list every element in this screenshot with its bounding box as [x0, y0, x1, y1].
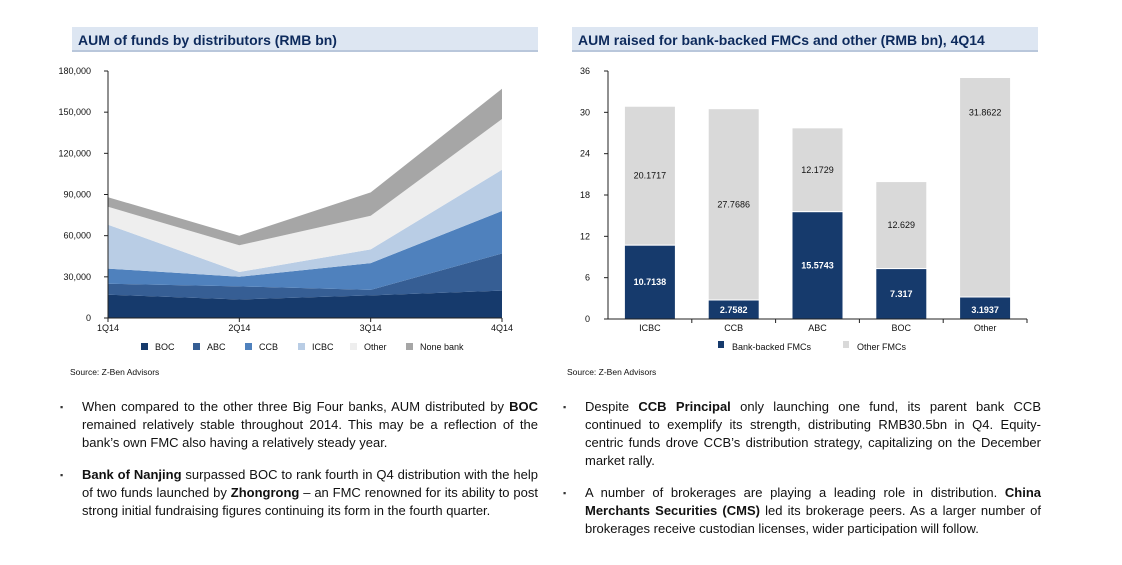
bullet-text: Despite	[585, 399, 639, 414]
commentary-bullet: Bank of Nanjing surpassed BOC to rank fo…	[60, 466, 538, 520]
x-tick-label: 2Q14	[228, 323, 250, 333]
area-series-boc	[108, 290, 502, 318]
bar-other-fmcs	[707, 108, 760, 301]
bullet-text: only launching one fund, its parent bank…	[585, 399, 1041, 468]
x-tick-label: ABC	[808, 323, 827, 333]
y-tick-label: 12	[580, 231, 590, 241]
area-series-none-bank	[108, 88, 502, 246]
legend-swatch-icbc	[298, 343, 305, 350]
x-tick-label: BOC	[892, 323, 912, 333]
bold-emphasis: China Merchants Securities (CMS)	[585, 485, 1041, 518]
legend-label-icbc: ICBC	[312, 342, 334, 352]
legend-swatch-other-fmcs	[843, 341, 849, 348]
data-label-other-fmcs: 27.7686	[717, 199, 750, 209]
data-label-bank-backed-fmcs: 7.317	[890, 289, 913, 299]
y-tick-label: 0	[86, 313, 91, 323]
bar-other-fmcs	[875, 181, 928, 270]
bold-emphasis: Bank of Nanjing	[82, 467, 182, 482]
bullet-text: remained relatively stable throughout 20…	[82, 417, 538, 450]
legend-swatch-boc	[141, 343, 148, 350]
y-tick-label: 30	[580, 107, 590, 117]
legend-swatch-ccb	[245, 343, 252, 350]
legend-label-boc: BOC	[155, 342, 175, 352]
legend-swatch-bank-backed-fmcs	[718, 341, 724, 348]
y-tick-label: 36	[580, 66, 590, 76]
y-tick-label: 6	[585, 273, 590, 283]
bullet-text: surpassed BOC to rank fourth in Q4 distr…	[82, 467, 538, 500]
x-tick-label: ICBC	[639, 323, 661, 333]
legend-swatch-none-bank	[406, 343, 413, 350]
bullet-text: – an FMC renowned for its ability to pos…	[82, 485, 538, 518]
area-series-ccb	[108, 211, 502, 290]
data-label-bank-backed-fmcs: 3.1937	[971, 305, 999, 315]
left-chart-title: AUM of funds by distributors (RMB bn)	[72, 27, 538, 52]
area-series-icbc	[108, 169, 502, 277]
bold-emphasis: CCB Principal	[638, 399, 731, 414]
legend-label-other-fmcs: Other FMCs	[857, 342, 907, 352]
x-tick-label: Other	[974, 323, 997, 333]
aum-by-distributor-area-chart: 0 30,000 60,000 90,000 120,000 150,000 180,000…	[58, 66, 513, 352]
legend-label-none-bank: None bank	[420, 342, 464, 352]
data-label-other-fmcs: 12.629	[888, 220, 916, 230]
y-tick-label: 150,000	[58, 107, 91, 117]
y-tick-label: 18	[580, 190, 590, 200]
left-source-note: Source: Z-Ben Advisors	[70, 367, 160, 377]
bold-emphasis: Zhongrong	[230, 485, 300, 500]
right-chart-title: AUM raised for bank-backed FMCs and othe…	[572, 27, 1038, 52]
left-commentary-list: When compared to the other three Big Fou…	[60, 398, 538, 534]
bar-other-fmcs	[791, 127, 844, 213]
bar-bank-backed-fmcs	[791, 211, 844, 320]
x-tick-label: 4Q14	[491, 323, 513, 333]
area-series-abc	[108, 253, 502, 300]
x-tick-label: 3Q14	[360, 323, 382, 333]
commentary-bullet: When compared to the other three Big Fou…	[60, 398, 538, 452]
bar-bank-backed-fmcs	[623, 244, 676, 320]
bar-other-fmcs	[623, 105, 676, 246]
y-tick-label: 90,000	[63, 190, 91, 200]
commentary-bullet: Despite CCB Principal only launching one…	[563, 398, 1041, 470]
data-label-bank-backed-fmcs: 10.7138	[634, 277, 667, 287]
bullet-text: led its brokerage peers. As a larger num…	[585, 503, 1041, 536]
data-label-bank-backed-fmcs: 2.7582	[720, 305, 748, 315]
right-source-note: Source: Z-Ben Advisors	[567, 367, 657, 377]
legend-label-other: Other	[364, 342, 387, 352]
bar-bank-backed-fmcs	[875, 268, 928, 320]
bullet-text: When compared to the other three Big Fou…	[82, 399, 510, 414]
bold-emphasis: BOC	[509, 399, 538, 414]
commentary-bullet: A number of brokerages are playing a lea…	[563, 484, 1041, 538]
y-tick-label: 24	[580, 149, 590, 159]
legend-label-bank-backed-fmcs: Bank-backed FMCs	[732, 342, 812, 352]
legend-label-ccb: CCB	[259, 342, 278, 352]
right-commentary-list: Despite CCB Principal only launching one…	[563, 398, 1041, 552]
data-label-other-fmcs: 31.8622	[969, 108, 1002, 118]
legend-swatch-other	[350, 343, 357, 350]
data-label-other-fmcs: 20.1717	[634, 171, 667, 181]
data-label-bank-backed-fmcs: 15.5743	[801, 260, 834, 270]
y-tick-label: 180,000	[58, 66, 91, 76]
area-series-other	[108, 119, 502, 272]
bullet-text: A number of brokerages are playing a lea…	[585, 485, 1005, 500]
y-tick-label: 0	[585, 314, 590, 324]
y-tick-label: 30,000	[63, 272, 91, 282]
legend-swatch-abc	[193, 343, 200, 350]
x-tick-label: CCB	[724, 323, 743, 333]
legend-label-abc: ABC	[207, 342, 226, 352]
y-tick-label: 60,000	[63, 231, 91, 241]
y-tick-label: 120,000	[58, 148, 91, 158]
bank-backed-fmc-bar-chart: 20.1717 10.7138 ICBC 27.7686 2.7582 CCB 12.172…	[580, 66, 1028, 352]
x-tick-label: 1Q14	[97, 323, 119, 333]
data-label-other-fmcs: 12.1729	[801, 165, 834, 175]
